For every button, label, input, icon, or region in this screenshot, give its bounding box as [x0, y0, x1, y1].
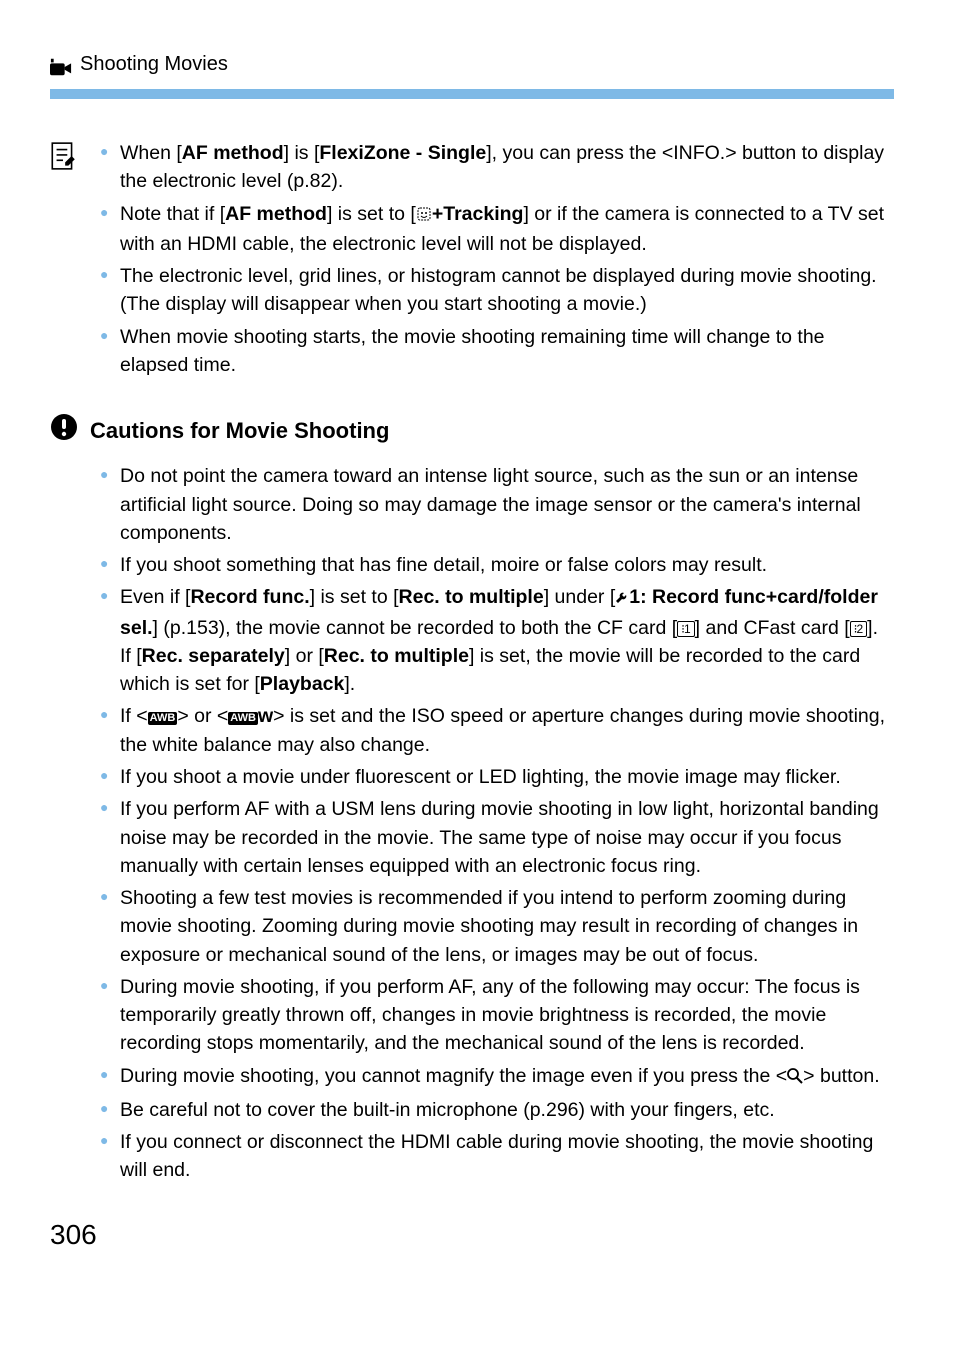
list-item: If you shoot a movie under fluorescent o… — [100, 763, 894, 791]
notes-icon — [50, 139, 80, 178]
awb-icon: AWB — [228, 712, 258, 725]
info-block: When [AF method] is [FlexiZone - Single]… — [50, 139, 894, 383]
wrench-icon — [615, 585, 629, 613]
list-item: Be careful not to cover the built-in mic… — [100, 1096, 894, 1124]
magnify-icon — [787, 1064, 803, 1092]
page-number: 306 — [50, 1215, 894, 1256]
cautions-heading: Cautions for Movie Shooting — [90, 415, 389, 447]
list-item: If you connect or disconnect the HDMI ca… — [100, 1128, 894, 1185]
face-tracking-icon — [416, 202, 432, 230]
list-item: When [AF method] is [FlexiZone - Single]… — [100, 139, 894, 196]
list-item: During movie shooting, if you perform AF… — [100, 973, 894, 1058]
info-list: When [AF method] is [FlexiZone - Single]… — [100, 139, 894, 379]
list-item: When movie shooting starts, the movie sh… — [100, 323, 894, 380]
list-item: The electronic level, grid lines, or his… — [100, 262, 894, 319]
cautions-heading-row: Cautions for Movie Shooting — [50, 413, 894, 448]
list-item: Even if [Record func.] is set to [Rec. t… — [100, 583, 894, 698]
header-divider — [50, 89, 894, 99]
cautions-list: Do not point the camera toward an intens… — [100, 462, 894, 1184]
list-item: During movie shooting, you cannot magnif… — [100, 1062, 894, 1092]
list-item: If you perform AF with a USM lens during… — [100, 795, 894, 880]
card-2-icon: ⁝2 — [850, 621, 868, 637]
list-item: If you shoot something that has fine det… — [100, 551, 894, 579]
page-header: Shooting Movies — [50, 50, 894, 79]
warning-icon — [50, 413, 78, 448]
info-icon: INFO. — [673, 142, 725, 164]
list-item: Note that if [AF method] is set to [+Tra… — [100, 200, 894, 259]
page-header-title: Shooting Movies — [80, 50, 228, 79]
list-item: Do not point the camera toward an intens… — [100, 462, 894, 547]
list-item: Shooting a few test movies is recommende… — [100, 884, 894, 969]
movie-camera-icon — [50, 56, 72, 74]
card-1-icon: ⁝1 — [677, 621, 695, 637]
awb-icon: AWB — [148, 712, 178, 725]
list-item: If <AWB> or <AWBw> is set and the ISO sp… — [100, 702, 894, 759]
